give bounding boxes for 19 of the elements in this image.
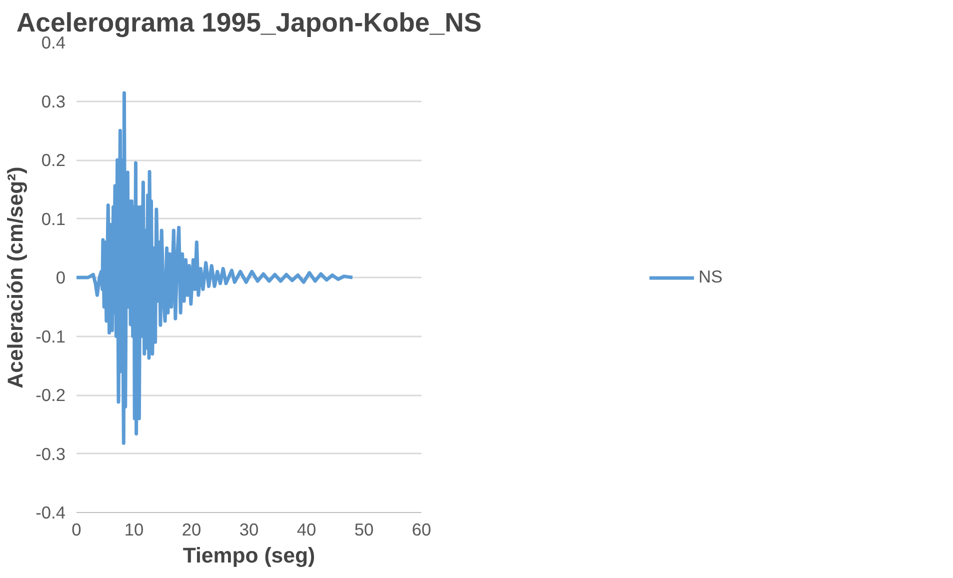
x-tick-label: 0 (72, 520, 82, 540)
y-tick-label: 0.1 (41, 208, 66, 229)
x-tick-label: 30 (239, 520, 259, 540)
y-tick-label: -0.2 (36, 385, 66, 405)
y-axis-title: Aceleración (cm/seg²) (4, 166, 28, 388)
y-tick-label: 0.2 (41, 150, 66, 170)
x-axis-title: Tiempo (seg) (182, 544, 316, 568)
line-series (76, 91, 354, 445)
y-tick-label: -0.4 (36, 502, 66, 522)
x-tick-label: 10 (124, 520, 144, 540)
x-tick-label: 20 (182, 520, 202, 540)
legend-label: NS (698, 266, 723, 288)
y-tick-label: 0 (56, 268, 66, 288)
y-tick-label: 0.3 (41, 91, 66, 112)
x-tick-label: 40 (296, 520, 316, 540)
y-tick-label: -0.3 (36, 444, 66, 464)
x-tick-label: 50 (354, 520, 374, 540)
x-tick-label: 60 (412, 520, 432, 540)
y-tick-label: -0.1 (36, 326, 66, 346)
